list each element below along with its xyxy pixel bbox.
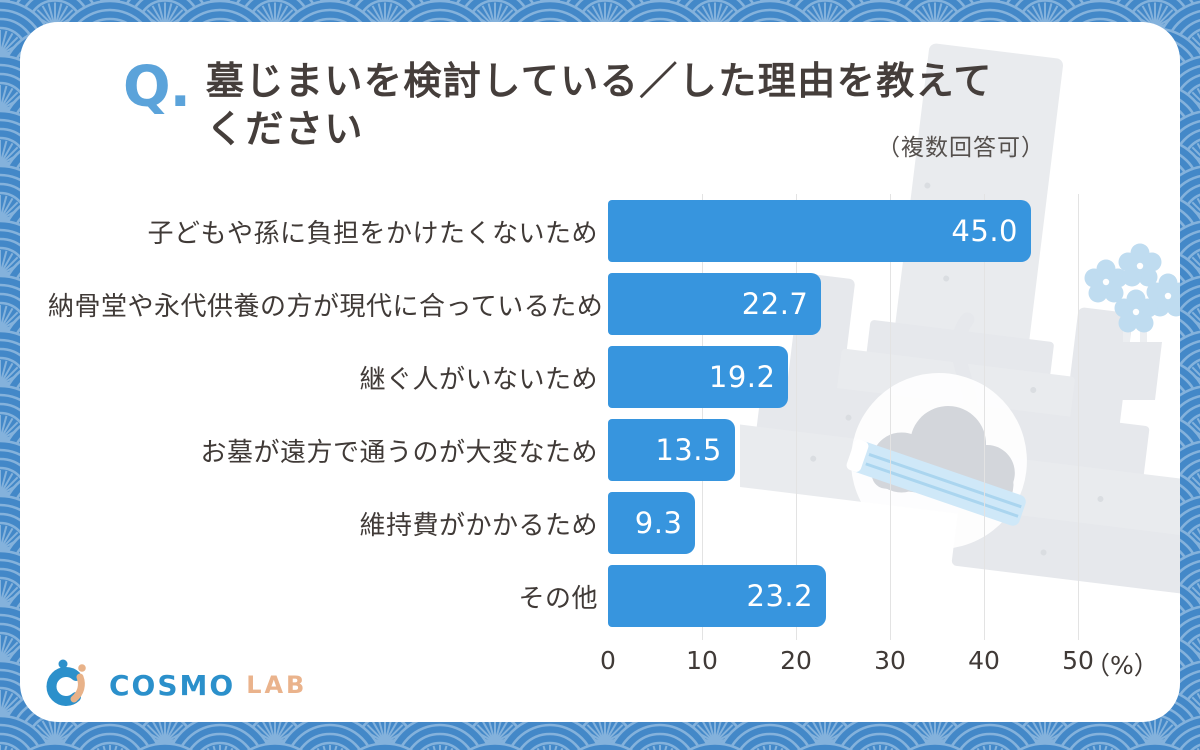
- x-tick-label: 30: [874, 646, 906, 675]
- x-axis-unit-label: （%）: [1085, 651, 1159, 680]
- multiple-answers-note: （複数回答可）: [877, 135, 1045, 161]
- bar-row: 維持費がかかるため 9.3: [48, 492, 1078, 554]
- gridline: [890, 194, 891, 640]
- bar: 19.2: [608, 346, 789, 408]
- bar-value-label: 9.3: [634, 506, 683, 540]
- x-tick-label: 40: [968, 646, 1000, 675]
- gridline: [796, 194, 797, 640]
- bar-row: 子どもや孫に負担をかけたくないため 45.0: [48, 200, 1078, 262]
- bar-track: 45.0: [608, 200, 1078, 262]
- x-tick-label: 50: [1062, 646, 1094, 675]
- bar-value-label: 19.2: [708, 360, 776, 394]
- survey-card: Q. 墓じまいを検討している／した理由を教えて ください （複数回答可） 子どもや…: [20, 22, 1180, 722]
- x-tick-label: 10: [686, 646, 718, 675]
- gridlines: [608, 194, 1079, 640]
- bar-value-label: 22.7: [741, 287, 809, 321]
- bar-row: その他 23.2: [48, 565, 1078, 627]
- gridline: [984, 194, 985, 640]
- bar-category-label: 納骨堂や永代供養の方が現代に合っているため: [48, 291, 604, 322]
- bar-chart: 子どもや孫に負担をかけたくないため 45.0 納骨堂や永代供養の方が現代に合っている…: [48, 194, 1159, 680]
- gridline: [1078, 194, 1079, 640]
- logo-text-lab: LAB: [246, 671, 308, 699]
- bar-category-label: 維持費がかかるため: [359, 510, 598, 541]
- x-axis: 0 10 20 30 40 50 （%）: [600, 646, 1159, 680]
- bar-value-label: 45.0: [951, 214, 1018, 248]
- bar-rows: 子どもや孫に負担をかけたくないため 45.0 納骨堂や永代供養の方が現代に合っている…: [48, 200, 1078, 627]
- question-title-line2: ください: [205, 106, 364, 151]
- bar-category-label: お墓が遠方で通うのが大変なため: [200, 437, 598, 468]
- cosmo-lab-logo-icon: [46, 659, 86, 706]
- bar-row: お墓が遠方で通うのが大変なため 13.5: [48, 419, 1078, 481]
- bar-track: 22.7: [608, 273, 1078, 335]
- cosmo-lab-logo: COSMO LAB: [40, 654, 307, 716]
- bar-value-label: 23.2: [746, 579, 814, 613]
- x-tick-label: 20: [780, 646, 812, 675]
- bar: 45.0: [608, 200, 1031, 262]
- logo-text-cosmo: COSMO: [109, 668, 236, 702]
- question-header: Q. 墓じまいを検討している／した理由を教えて ください: [123, 58, 993, 153]
- bar-category-label: 子どもや孫に負担をかけたくないため: [147, 218, 598, 249]
- bar-category-label: 継ぐ人がいないため: [359, 364, 598, 395]
- bar: 23.2: [608, 565, 827, 627]
- bar: 22.7: [608, 273, 822, 335]
- bar-track: 19.2: [608, 346, 1078, 408]
- bar-track: 9.3: [608, 492, 1078, 554]
- bar: 9.3: [608, 492, 696, 554]
- bar-category-label: その他: [518, 583, 598, 614]
- bar-row: 継ぐ人がいないため 19.2: [48, 346, 1078, 408]
- bar-value-label: 13.5: [655, 433, 722, 467]
- question-title-line1: 墓じまいを検討している／した理由を教えて: [205, 59, 993, 103]
- bar-row: 納骨堂や永代供養の方が現代に合っているため 22.7: [48, 273, 1078, 335]
- q-prefix-label: Q.: [123, 55, 191, 120]
- bar: 13.5: [608, 419, 735, 481]
- gridline: [702, 194, 703, 640]
- flower-bouquet: [1084, 243, 1180, 400]
- question-title: 墓じまいを検討している／した理由を教えて ください: [206, 58, 993, 153]
- x-tick-label: 0: [600, 646, 616, 675]
- bar-track: 13.5: [608, 419, 1078, 481]
- bar-track: 23.2: [608, 565, 1078, 627]
